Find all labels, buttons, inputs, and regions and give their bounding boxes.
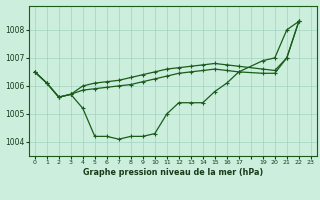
X-axis label: Graphe pression niveau de la mer (hPa): Graphe pression niveau de la mer (hPa) — [83, 168, 263, 177]
